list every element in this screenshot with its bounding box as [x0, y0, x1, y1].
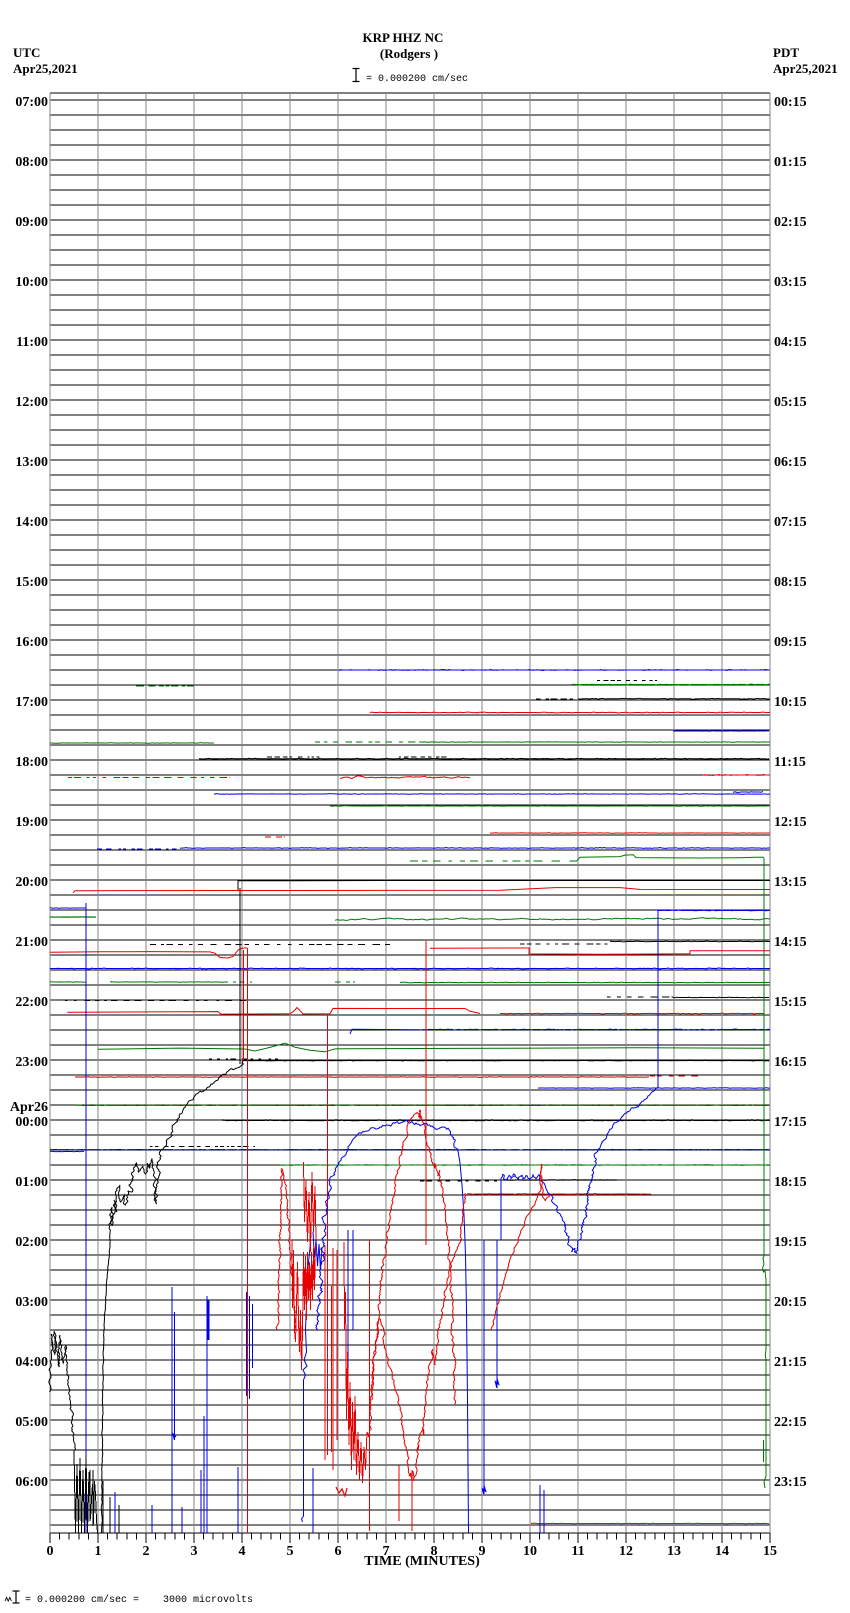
svg-text:09:15: 09:15: [774, 635, 807, 650]
svg-text:= 0.000200 cm/sec = 3000 mi: = 0.000200 cm/sec = 3000 microvolts: [25, 1594, 253, 1606]
svg-text:05:00: 05:00: [15, 1415, 48, 1430]
svg-text:6: 6: [335, 1544, 342, 1559]
svg-text:9: 9: [479, 1544, 486, 1559]
svg-text:14:15: 14:15: [774, 935, 807, 950]
svg-text:10:15: 10:15: [774, 695, 807, 710]
svg-text:23:15: 23:15: [774, 1475, 807, 1490]
svg-text:5: 5: [287, 1544, 294, 1559]
svg-text:02:15: 02:15: [774, 215, 807, 230]
svg-text:2: 2: [143, 1544, 150, 1559]
svg-text:21:15: 21:15: [774, 1355, 807, 1370]
svg-text:11:15: 11:15: [774, 755, 806, 770]
svg-text:01:00: 01:00: [15, 1175, 48, 1190]
svg-text:20:15: 20:15: [774, 1295, 807, 1310]
svg-text:15:15: 15:15: [774, 995, 807, 1010]
svg-text:Apr26: Apr26: [10, 1100, 48, 1115]
svg-text:07:00: 07:00: [15, 95, 48, 110]
svg-text:04:00: 04:00: [15, 1355, 48, 1370]
svg-text:18:00: 18:00: [15, 755, 48, 770]
svg-text:8: 8: [431, 1544, 438, 1559]
svg-text:19:00: 19:00: [15, 815, 48, 830]
svg-text:1: 1: [95, 1544, 102, 1559]
svg-text:01:15: 01:15: [774, 155, 807, 170]
svg-text:10:00: 10:00: [15, 275, 48, 290]
svg-text:22:15: 22:15: [774, 1415, 807, 1430]
svg-text:16:00: 16:00: [15, 635, 48, 650]
svg-text:03:00: 03:00: [15, 1295, 48, 1310]
svg-text:08:00: 08:00: [15, 155, 48, 170]
svg-text:12:00: 12:00: [15, 395, 48, 410]
svg-text:20:00: 20:00: [15, 875, 48, 890]
svg-text:16:15: 16:15: [774, 1055, 807, 1070]
svg-text:22:00: 22:00: [15, 995, 48, 1010]
svg-text:11: 11: [571, 1544, 584, 1559]
svg-text:UTC: UTC: [13, 45, 40, 60]
svg-text:14:00: 14:00: [15, 515, 48, 530]
svg-text:13:15: 13:15: [774, 875, 807, 890]
svg-text:PDT: PDT: [773, 45, 799, 60]
svg-text:12:15: 12:15: [774, 815, 807, 830]
svg-text:15: 15: [763, 1544, 777, 1559]
svg-text:02:00: 02:00: [15, 1235, 48, 1250]
svg-text:Apr25,2021: Apr25,2021: [13, 61, 78, 76]
svg-text:10: 10: [523, 1544, 537, 1559]
svg-text:13: 13: [667, 1544, 681, 1559]
svg-text:18:15: 18:15: [774, 1175, 807, 1190]
svg-text:14: 14: [715, 1544, 729, 1559]
svg-text:23:00: 23:00: [15, 1055, 48, 1070]
svg-text:03:15: 03:15: [774, 275, 807, 290]
svg-text:17:00: 17:00: [15, 695, 48, 710]
svg-text:= 0.000200 cm/sec: = 0.000200 cm/sec: [366, 73, 468, 85]
svg-text:05:15: 05:15: [774, 395, 807, 410]
svg-text:Apr25,2021: Apr25,2021: [773, 61, 838, 76]
svg-text:7: 7: [383, 1544, 390, 1559]
svg-text:07:15: 07:15: [774, 515, 807, 530]
svg-text:(Rodgers ): (Rodgers ): [380, 46, 438, 61]
svg-text:KRP HHZ NC: KRP HHZ NC: [363, 30, 444, 45]
svg-text:00:00: 00:00: [15, 1115, 48, 1130]
svg-text:0: 0: [47, 1544, 54, 1559]
svg-text:TIME (MINUTES): TIME (MINUTES): [364, 1554, 480, 1569]
svg-text:3: 3: [191, 1544, 198, 1559]
svg-text:06:15: 06:15: [774, 455, 807, 470]
svg-text:04:15: 04:15: [774, 335, 807, 350]
svg-text:17:15: 17:15: [774, 1115, 807, 1130]
svg-text:11:00: 11:00: [16, 335, 48, 350]
svg-text:09:00: 09:00: [15, 215, 48, 230]
svg-text:21:00: 21:00: [15, 935, 48, 950]
svg-text:4: 4: [239, 1544, 246, 1559]
svg-text:00:15: 00:15: [774, 95, 807, 110]
svg-text:08:15: 08:15: [774, 575, 807, 590]
svg-text:13:00: 13:00: [15, 455, 48, 470]
svg-text:19:15: 19:15: [774, 1235, 807, 1250]
svg-text:15:00: 15:00: [15, 575, 48, 590]
svg-text:06:00: 06:00: [15, 1475, 48, 1490]
svg-text:12: 12: [619, 1544, 633, 1559]
